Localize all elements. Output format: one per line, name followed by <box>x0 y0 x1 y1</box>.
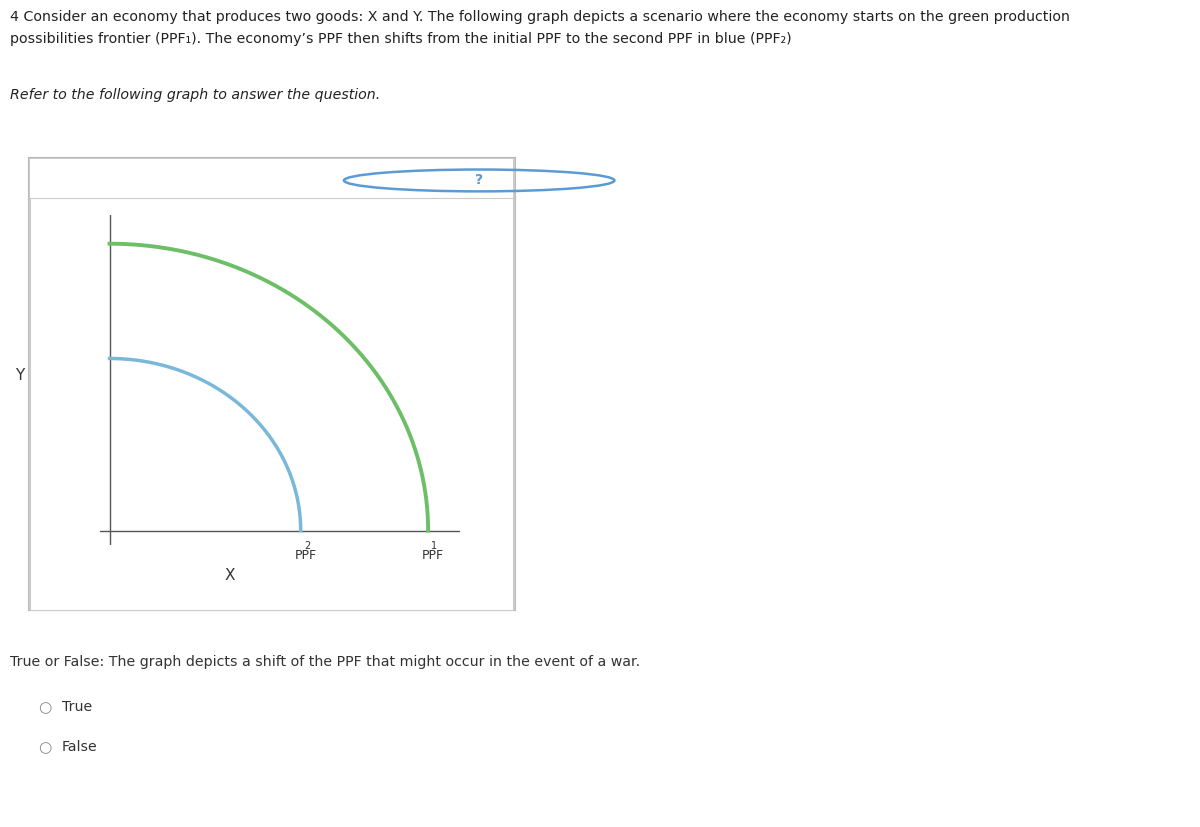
Text: Refer to the following graph to answer the question.: Refer to the following graph to answer t… <box>10 88 380 102</box>
Text: ○: ○ <box>38 740 52 755</box>
Text: 1: 1 <box>431 541 438 551</box>
Text: possibilities frontier (PPF₁). The economy’s PPF then shifts from the initial PP: possibilities frontier (PPF₁). The econo… <box>10 32 792 46</box>
Text: ○: ○ <box>38 700 52 715</box>
Text: False: False <box>62 740 97 754</box>
Text: Y: Y <box>16 367 25 383</box>
Text: ?: ? <box>475 174 484 188</box>
Text: True: True <box>62 700 92 714</box>
Text: True or False: The graph depicts a shift of the PPF that might occur in the even: True or False: The graph depicts a shift… <box>10 655 640 669</box>
Text: PPF: PPF <box>421 549 444 562</box>
Text: 4 Consider an economy that produces two goods: X and Y. The following graph depi: 4 Consider an economy that produces two … <box>10 10 1070 24</box>
Text: X: X <box>224 567 235 582</box>
Text: PPF: PPF <box>294 549 317 562</box>
Text: 2: 2 <box>304 541 310 551</box>
